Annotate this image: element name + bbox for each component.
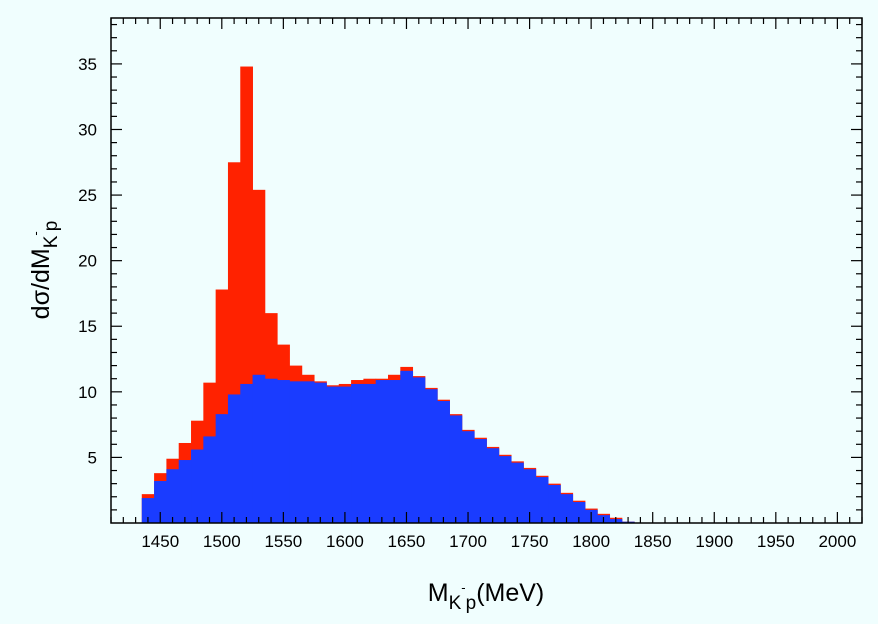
x-tick-label: 1750 bbox=[511, 532, 549, 551]
x-tick-label: 1800 bbox=[572, 532, 610, 551]
x-tick-label: 1850 bbox=[634, 532, 672, 551]
background-bar bbox=[314, 382, 327, 523]
y-tick-label: 5 bbox=[88, 448, 97, 467]
x-tick-label: 1700 bbox=[449, 532, 487, 551]
background-bar bbox=[215, 414, 229, 523]
background-bar bbox=[474, 439, 487, 523]
y-tick-label: 30 bbox=[78, 120, 97, 139]
x-tick-label: 1900 bbox=[695, 532, 733, 551]
background-bar bbox=[363, 383, 377, 523]
background-bar bbox=[141, 498, 155, 523]
background-bar bbox=[264, 378, 278, 523]
x-tick-label: 1650 bbox=[388, 532, 426, 551]
background-bar bbox=[412, 377, 426, 523]
x-tick-labels: 1450 1500 1550 1600 1650 1700 1750 1800 1850 1900… bbox=[141, 532, 856, 551]
background-bar bbox=[535, 477, 549, 523]
background-bar bbox=[572, 502, 586, 523]
background-bar bbox=[523, 469, 537, 523]
background-bar bbox=[166, 469, 180, 523]
background-bar bbox=[178, 460, 192, 523]
background-bar bbox=[154, 481, 167, 523]
background-bar bbox=[289, 381, 303, 523]
y-tick-label: 15 bbox=[78, 317, 97, 336]
x-tick-label: 1600 bbox=[326, 532, 364, 551]
background-bar bbox=[227, 394, 241, 523]
y-tick-label: 25 bbox=[78, 186, 97, 205]
y-tick-label: 35 bbox=[78, 55, 97, 74]
y-tick-labels: 5 10 15 20 25 30 35 bbox=[78, 55, 97, 468]
x-tick-label: 2000 bbox=[818, 532, 856, 551]
background-bar bbox=[203, 436, 217, 523]
background-bar bbox=[560, 494, 574, 523]
background-bar bbox=[511, 462, 524, 523]
background-bar bbox=[375, 380, 389, 523]
background-bar bbox=[424, 389, 438, 523]
background-bar bbox=[326, 386, 340, 523]
axis-ticks bbox=[110, 18, 863, 523]
background-bar bbox=[388, 380, 401, 523]
background-bar bbox=[351, 383, 364, 523]
y-tick-label: 10 bbox=[78, 383, 97, 402]
x-axis-title: MK-p(MeV) bbox=[428, 579, 545, 614]
background-bar bbox=[461, 431, 475, 523]
background-bar bbox=[449, 415, 463, 523]
y-tick-label: 20 bbox=[78, 252, 97, 271]
background-bar bbox=[301, 381, 315, 523]
background-bar bbox=[240, 383, 253, 523]
background-bar bbox=[400, 370, 414, 523]
background-bar bbox=[437, 401, 450, 523]
background-bar bbox=[277, 380, 290, 523]
background-bar bbox=[252, 374, 266, 523]
plot-frame bbox=[110, 17, 863, 524]
background-bar bbox=[191, 449, 204, 523]
background-bar bbox=[548, 484, 561, 523]
x-tick-label: 1950 bbox=[757, 532, 795, 551]
background-bar bbox=[498, 456, 512, 523]
x-tick-label: 1450 bbox=[141, 532, 179, 551]
y-axis-title: dσ/dMK-p bbox=[27, 221, 62, 320]
background-bar bbox=[486, 448, 500, 523]
x-tick-label: 1550 bbox=[264, 532, 302, 551]
background-bar bbox=[338, 386, 352, 523]
x-tick-label: 1500 bbox=[203, 532, 241, 551]
background-series bbox=[141, 370, 635, 523]
